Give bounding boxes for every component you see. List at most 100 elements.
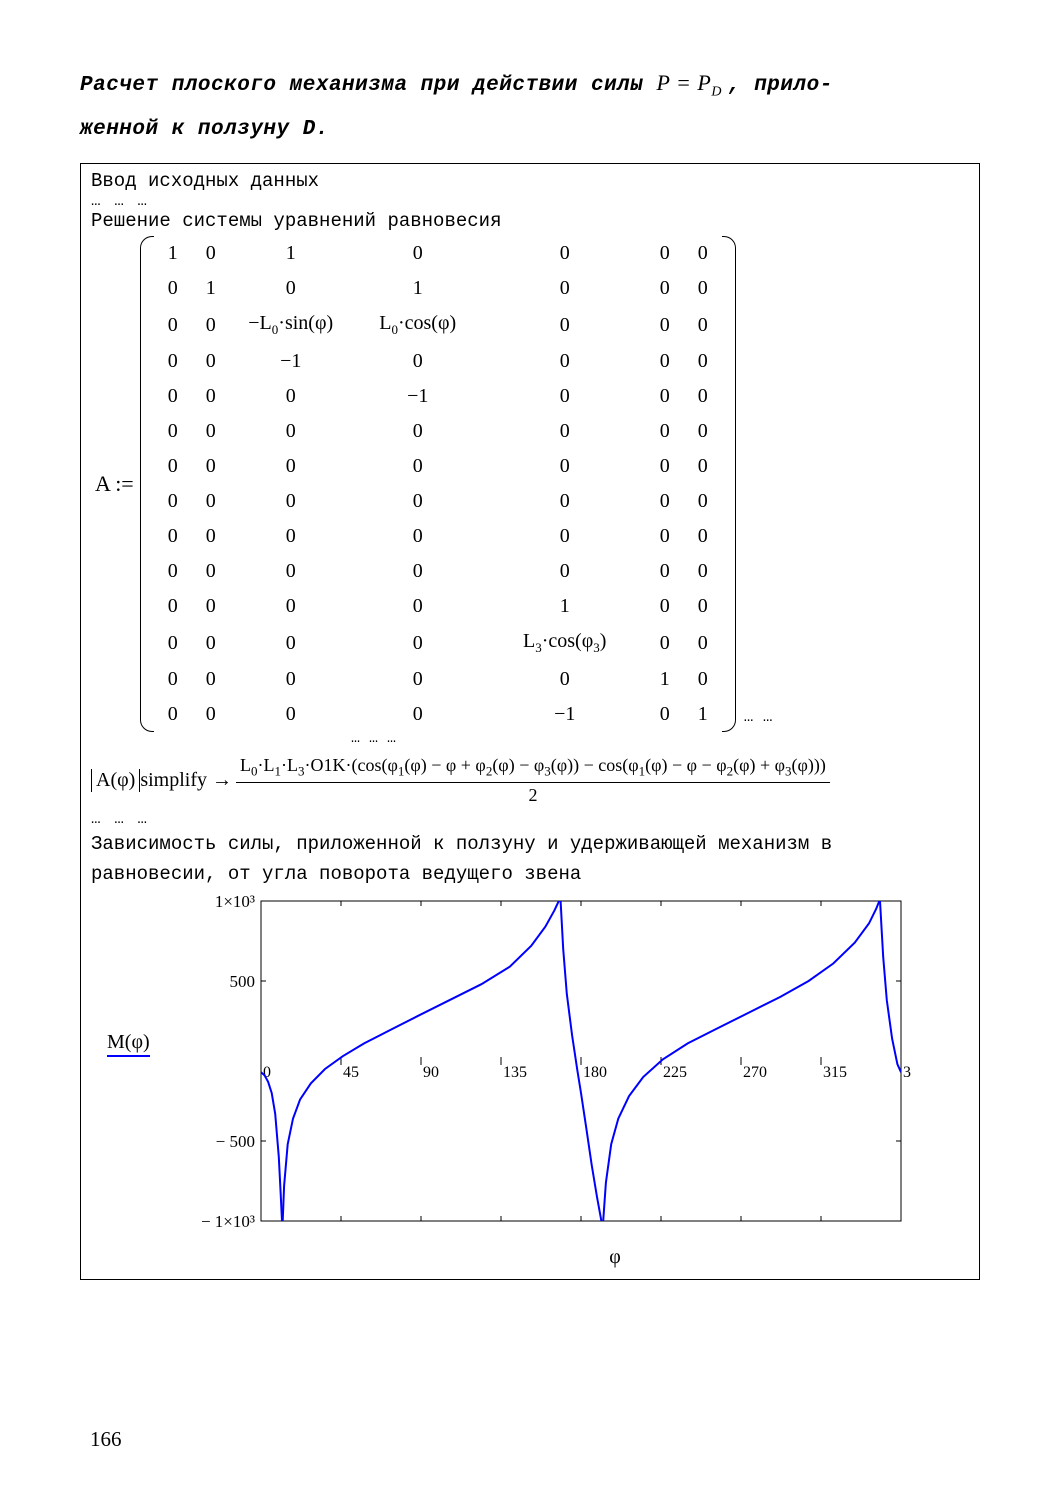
matrix-cell: 0 — [192, 589, 230, 624]
matrix-cell: 0 — [192, 697, 230, 732]
svg-text:315: 315 — [823, 1064, 847, 1081]
title-part-b: , прило- — [728, 74, 833, 97]
matrix-cell: 0 — [484, 662, 646, 697]
matrix-cell: 0 — [154, 414, 192, 449]
matrix-A: A — [95, 471, 110, 496]
matrix-cell: 1 — [154, 236, 192, 271]
chart-y-label: M(φ) — [107, 1031, 150, 1054]
matrix-cell: 1 — [352, 271, 484, 306]
page-number: 166 — [90, 1427, 122, 1452]
matrix-cell: 0 — [684, 379, 722, 414]
matrix-assign: := — [110, 471, 134, 496]
matrix-cell: 0 — [646, 554, 684, 589]
matrix-cell: 0 — [352, 519, 484, 554]
matrix-cell: 1 — [484, 589, 646, 624]
matrix-label: A := — [95, 471, 134, 497]
det-denominator: 2 — [528, 783, 537, 806]
matrix-cell: 0 — [154, 271, 192, 306]
matrix-cell: 0 — [230, 449, 352, 484]
matrix-cell: 0 — [646, 697, 684, 732]
matrix-cell: 0 — [646, 519, 684, 554]
matrix-cell: 0 — [684, 449, 722, 484]
matrix-cell: 0 — [192, 344, 230, 379]
math-PD-sub: D — [711, 84, 722, 99]
matrix-cell: 0 — [646, 589, 684, 624]
page: Расчет плоского механизма при действии с… — [0, 0, 1060, 1500]
matrix-cell: 0 — [154, 449, 192, 484]
matrix-body: 1010000010100000−L0·sin(φ)L0·cos(φ)00000… — [154, 236, 722, 732]
svg-text:180: 180 — [583, 1064, 607, 1081]
matrix-cell: 0 — [352, 484, 484, 519]
matrix-cell: 1 — [230, 236, 352, 271]
matrix-trailing-dots: … … — [744, 708, 773, 732]
input-header: Ввод исходных данных — [91, 170, 969, 192]
chart-y-tick-label: 500 — [195, 972, 255, 992]
matrix-cell: 0 — [154, 484, 192, 519]
matrix-cell: L3·cos(φ3) — [484, 624, 646, 662]
matrix-cell: 0 — [154, 624, 192, 662]
determinant-formula: A(φ) simplify → L0·L1·L3·O1K·(cos(φ1(φ) … — [91, 755, 969, 806]
matrix-cell: 0 — [352, 554, 484, 589]
matrix-cell: 0 — [192, 662, 230, 697]
title-math: P = PD — [657, 70, 728, 95]
matrix-left-paren — [140, 236, 154, 732]
matrix-cell: 0 — [684, 306, 722, 344]
matrix-cell: 0 — [230, 589, 352, 624]
dots-2: … … … — [91, 810, 969, 828]
matrix-under-dots: … … … — [91, 730, 969, 747]
matrix-cell: 0 — [230, 519, 352, 554]
matrix-cell: 0 — [684, 662, 722, 697]
matrix-cell: 0 — [154, 589, 192, 624]
matrix-cell: 1 — [646, 662, 684, 697]
matrix-cell: 0 — [352, 344, 484, 379]
matrix-cell: 0 — [646, 449, 684, 484]
matrix-cell: 0 — [154, 379, 192, 414]
matrix-cell: 0 — [484, 271, 646, 306]
matrix-cell: 0 — [684, 484, 722, 519]
matrix-cell: 0 — [684, 414, 722, 449]
svg-text:90: 90 — [423, 1064, 439, 1081]
matrix-cell: 0 — [154, 306, 192, 344]
matrix-cell: 0 — [484, 344, 646, 379]
matrix-cell: 1 — [684, 697, 722, 732]
solve-header: Решение системы уравнений равновесия — [91, 210, 969, 232]
matrix-cell: 0 — [646, 624, 684, 662]
matrix-cell: 0 — [646, 344, 684, 379]
matrix-cell: 0 — [352, 236, 484, 271]
matrix-cell: 0 — [484, 306, 646, 344]
content-frame: Ввод исходных данных … … … Решение систе… — [80, 163, 980, 1280]
matrix-cell: 0 — [646, 379, 684, 414]
svg-text:135: 135 — [503, 1064, 527, 1081]
chart-svg: 04590135180225270315360 — [201, 891, 911, 1231]
matrix-cell: 0 — [192, 554, 230, 589]
matrix-cell: −1 — [484, 697, 646, 732]
matrix-definition: A := 1010000010100000−L0·sin(φ)L0·cos(φ)… — [95, 236, 969, 732]
matrix-cell: 0 — [192, 379, 230, 414]
det-arg: A(φ) — [96, 769, 135, 791]
title-line-2: женной к ползуну D. — [80, 118, 980, 141]
matrix-cell: 0 — [230, 554, 352, 589]
matrix-cell: 0 — [154, 554, 192, 589]
matrix-cell: 0 — [230, 662, 352, 697]
matrix-cell: 1 — [192, 271, 230, 306]
matrix-cell: 0 — [352, 449, 484, 484]
chart-caption-2: равновесии, от угла поворота ведущего зв… — [91, 862, 969, 888]
matrix-cell: 0 — [484, 484, 646, 519]
matrix-cell: 0 — [352, 414, 484, 449]
matrix-cell: 0 — [684, 271, 722, 306]
det-numerator: L0·L1·L3·O1K·(cos(φ1(φ) − φ + φ2(φ) − φ3… — [236, 755, 830, 783]
matrix-cell: 0 — [484, 519, 646, 554]
matrix-cell: −L0·sin(φ) — [230, 306, 352, 344]
matrix-cell: 0 — [484, 449, 646, 484]
matrix-cell: L0·cos(φ) — [352, 306, 484, 344]
matrix-cell: 0 — [352, 589, 484, 624]
matrix-cell: 0 — [684, 344, 722, 379]
matrix-cell: 0 — [352, 624, 484, 662]
matrix-cell: 0 — [230, 484, 352, 519]
matrix-cell: 0 — [646, 236, 684, 271]
matrix-cell: 0 — [154, 662, 192, 697]
chart-y-tick-label: − 1×10³ — [195, 1212, 255, 1232]
matrix-cell: 0 — [192, 236, 230, 271]
matrix-right-paren — [722, 236, 736, 732]
svg-text:225: 225 — [663, 1064, 687, 1081]
